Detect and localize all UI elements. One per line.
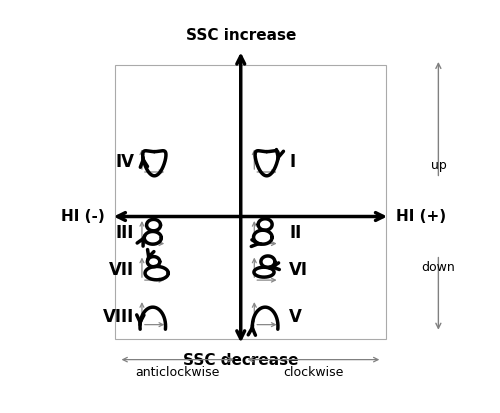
Text: SSC increase: SSC increase bbox=[186, 28, 296, 43]
Text: SSC decrease: SSC decrease bbox=[183, 353, 298, 368]
Bar bbox=[115, 65, 386, 339]
Text: VI: VI bbox=[289, 261, 308, 279]
Text: HI (+): HI (+) bbox=[396, 209, 446, 224]
Text: II: II bbox=[289, 224, 302, 242]
Text: HI (-): HI (-) bbox=[62, 209, 105, 224]
Text: clockwise: clockwise bbox=[283, 366, 344, 379]
Text: IV: IV bbox=[115, 153, 134, 171]
Text: anticlockwise: anticlockwise bbox=[136, 366, 220, 379]
Text: VIII: VIII bbox=[103, 308, 134, 326]
Text: I: I bbox=[289, 153, 296, 171]
Text: VII: VII bbox=[109, 261, 134, 279]
Text: III: III bbox=[116, 224, 134, 242]
Text: up: up bbox=[430, 159, 446, 172]
Text: V: V bbox=[289, 308, 302, 326]
Text: down: down bbox=[422, 261, 455, 274]
